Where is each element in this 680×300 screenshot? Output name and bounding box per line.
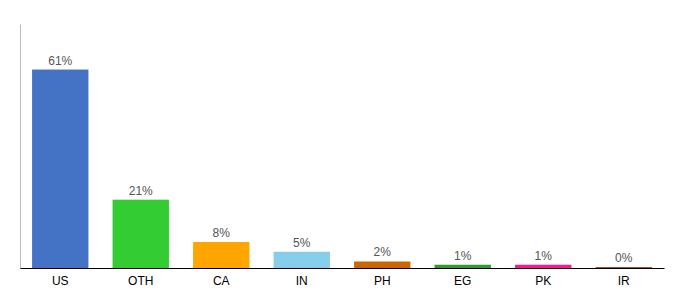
- plot: US OTH CA IN PH EG PK IR 61% 21% 8% 5% 2% 1% 1% 0%: [21, 25, 665, 288]
- data-label: 2%: [374, 245, 392, 259]
- chart-container: US OTH CA IN PH EG PK IR 61% 21% 8% 5% 2% 1% 1% 0%: [0, 0, 680, 300]
- bar: [32, 70, 88, 268]
- bar: [596, 267, 652, 268]
- x-tick: IR: [618, 274, 630, 288]
- bar: [274, 252, 330, 268]
- x-tick: PH: [374, 274, 391, 288]
- y-axis: [20, 25, 21, 269]
- data-label: 1%: [454, 249, 472, 263]
- x-axis: US OTH CA IN PH EG PK IR: [21, 269, 665, 288]
- data-label: 1%: [535, 249, 553, 263]
- x-tick-label: PK: [535, 274, 551, 288]
- bar: [354, 261, 410, 268]
- bar: [113, 200, 169, 268]
- x-tick-label: IN: [296, 274, 308, 288]
- data-labels: 61% 21% 8% 5% 2% 1% 1% 0%: [48, 54, 633, 265]
- x-tick: OTH: [128, 274, 153, 288]
- data-label: 8%: [213, 226, 231, 240]
- chart-svg: US OTH CA IN PH EG PK IR 61% 21% 8% 5% 2% 1% 1% 0%: [0, 0, 680, 300]
- bar: [435, 265, 491, 268]
- bars: [32, 70, 652, 268]
- x-tick: EG: [454, 274, 471, 288]
- x-tick-label: US: [52, 274, 69, 288]
- x-tick: CA: [213, 274, 230, 288]
- y-axis-line: [20, 25, 21, 269]
- x-tick-label: IR: [618, 274, 630, 288]
- x-tick: US: [52, 274, 69, 288]
- x-tick: IN: [296, 274, 308, 288]
- data-label: 5%: [293, 236, 311, 250]
- bar: [515, 265, 571, 268]
- x-tick-label: PH: [374, 274, 391, 288]
- x-tick-label: EG: [454, 274, 471, 288]
- x-tick-label: OTH: [128, 274, 153, 288]
- x-axis-line: [21, 268, 665, 269]
- x-tick: PK: [535, 274, 551, 288]
- bar: [193, 242, 249, 268]
- data-label: 21%: [129, 184, 153, 198]
- data-label: 0%: [615, 251, 633, 265]
- x-tick-label: CA: [213, 274, 230, 288]
- data-label: 61%: [48, 54, 72, 68]
